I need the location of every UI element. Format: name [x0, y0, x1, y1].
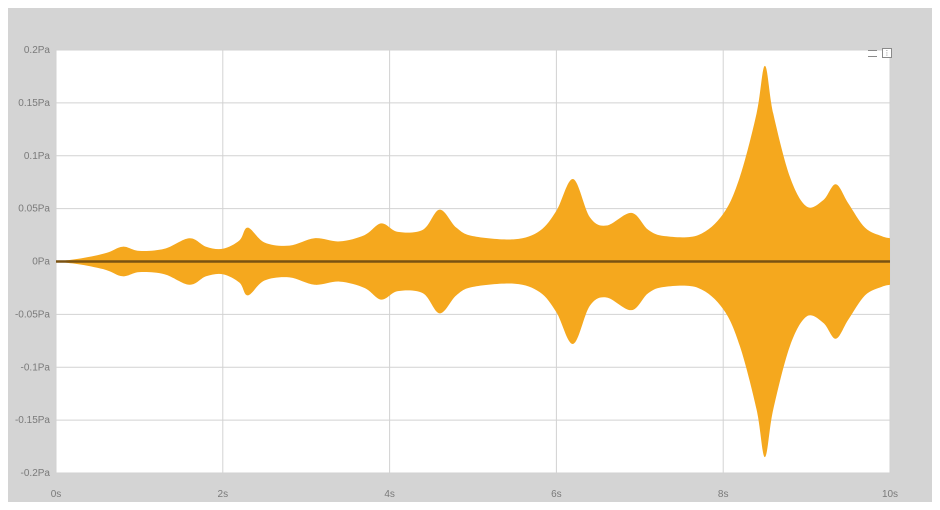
x-axis: 0s 2s 4s 6s 8s 10s [51, 489, 898, 500]
x-tick-label: 0s [51, 489, 62, 500]
x-tick-label: 8s [718, 489, 729, 500]
x-tick-label: 4s [384, 489, 395, 500]
y-tick-label: -0.2Pa [21, 468, 51, 479]
chart-controls: ⋮ [868, 48, 892, 58]
y-tick-label: 0.1Pa [24, 151, 51, 162]
y-tick-label: -0.1Pa [21, 362, 51, 373]
x-tick-label: 6s [551, 489, 562, 500]
y-tick-label: -0.05Pa [15, 309, 50, 320]
x-tick-label: 2s [218, 489, 229, 500]
y-tick-label: 0Pa [32, 257, 50, 268]
chart-menu-icon[interactable]: ⋮ [882, 48, 892, 58]
y-tick-label: 0.2Pa [24, 45, 51, 56]
legend-icon[interactable] [868, 49, 877, 57]
series-layer [56, 65, 890, 458]
y-tick-label: 0.05Pa [18, 204, 50, 215]
y-tick-label: 0.15Pa [18, 98, 50, 109]
x-tick-label: 10s [882, 489, 898, 500]
y-axis: 0.2Pa 0.15Pa 0.1Pa 0.05Pa 0Pa -0.05Pa -0.1Pa -0… [15, 45, 50, 479]
y-tick-label: -0.15Pa [15, 415, 50, 426]
chart-panel: 0.2Pa 0.15Pa 0.1Pa 0.05Pa 0Pa -0.05Pa -0.1Pa -0… [8, 8, 932, 502]
waveform-chart: 0.2Pa 0.15Pa 0.1Pa 0.05Pa 0Pa -0.05Pa -0.1Pa -0… [15, 45, 898, 500]
